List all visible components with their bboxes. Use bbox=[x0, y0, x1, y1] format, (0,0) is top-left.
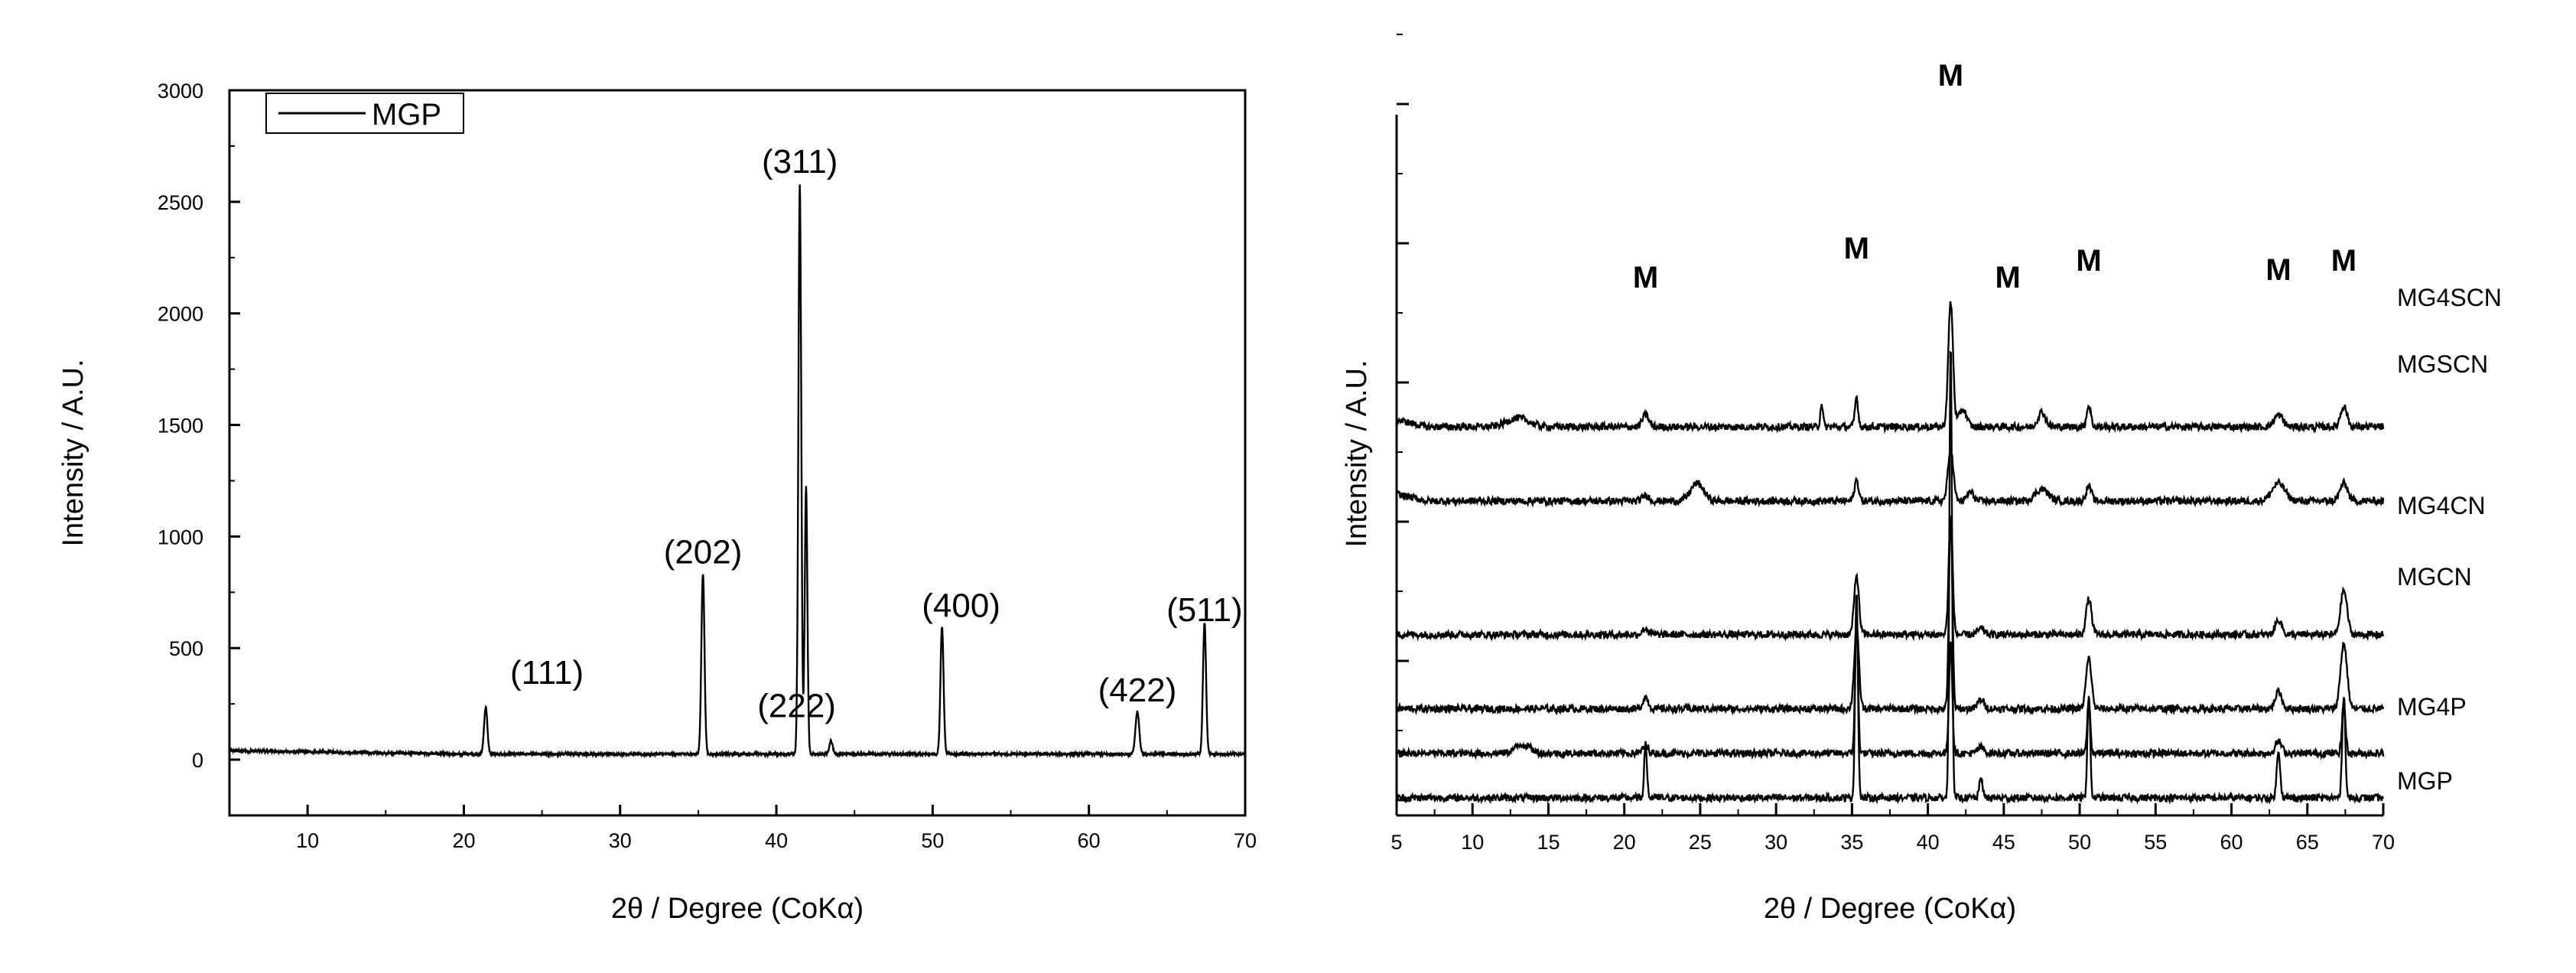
x-tick-label: 70 bbox=[1234, 829, 1257, 852]
right-chart: 5 10 15 20 25 30 35 40 45 50 55 60 65 70 2θ / Degree (… bbox=[1341, 34, 2502, 925]
x-tick-label: 20 bbox=[1613, 831, 1636, 854]
peak-label: (222) bbox=[757, 688, 836, 725]
phase-marker-label: M bbox=[2265, 253, 2291, 287]
x-tick-label: 40 bbox=[1917, 831, 1940, 854]
x-tick-label: 60 bbox=[2220, 831, 2243, 854]
series-line-mgp bbox=[228, 184, 1246, 760]
x-axis-label: 2θ / Degree (CoKα) bbox=[1764, 893, 2016, 925]
y-tick-label: 1500 bbox=[158, 415, 203, 438]
x-tick-label: 30 bbox=[1764, 831, 1787, 854]
x-tick-label: 5 bbox=[1390, 831, 1402, 854]
series-line-mg4cn bbox=[1395, 515, 2385, 642]
x-tick-label: 10 bbox=[296, 829, 319, 852]
series-label: MGP bbox=[2397, 767, 2453, 795]
series-line-mgcn bbox=[1396, 516, 2385, 716]
series-label: MGCN bbox=[2397, 563, 2472, 591]
y-tick-label: 2000 bbox=[158, 303, 203, 326]
x-tick-label: 35 bbox=[1840, 831, 1863, 854]
x-tick-label: 45 bbox=[1992, 831, 2015, 854]
y-axis-label: Intensity / A.U. bbox=[57, 360, 89, 547]
series-label: MGSCN bbox=[2397, 350, 2488, 378]
series-line-mgp bbox=[1395, 350, 2385, 805]
phase-marker-label: M bbox=[2076, 244, 2101, 278]
series-label: MG4P bbox=[2397, 693, 2467, 721]
peak-label: (202) bbox=[664, 533, 743, 571]
phase-marker-label: M bbox=[1633, 261, 1658, 295]
x-tick-label: 40 bbox=[765, 829, 788, 852]
series-line-mgscn bbox=[1395, 452, 2385, 508]
y-tick-label: 3000 bbox=[158, 80, 203, 103]
peak-label: (111) bbox=[510, 654, 584, 692]
y-tick-label: 1000 bbox=[158, 526, 203, 548]
phase-marker-label: M bbox=[1844, 232, 1869, 265]
series-label: MG4SCN bbox=[2397, 284, 2502, 311]
series-line-mg4scn bbox=[1395, 301, 2385, 434]
x-tick-label: 10 bbox=[1461, 831, 1484, 854]
y-tick-label: 2500 bbox=[158, 191, 203, 214]
x-tick-label: 50 bbox=[921, 829, 944, 852]
x-tick-label: 20 bbox=[452, 829, 475, 852]
x-axis-label: 2θ / Degree (CoKα) bbox=[611, 893, 864, 925]
phase-marker-label: M bbox=[1938, 59, 1963, 93]
y-axis-label: Intensity / A.U. bbox=[1341, 360, 1373, 548]
x-tick-label: 70 bbox=[2372, 831, 2395, 854]
x-tick-label: 65 bbox=[2296, 831, 2319, 854]
peak-label: (511) bbox=[1166, 591, 1242, 629]
legend-label: MGP bbox=[372, 98, 441, 132]
left-chart: 10 20 30 40 50 60 70 0 500 1000 1500 2000 2500 3000 2θ… bbox=[57, 80, 1257, 925]
series-label: MG4CN bbox=[2397, 492, 2486, 519]
x-tick-label: 15 bbox=[1537, 831, 1560, 854]
phase-marker-label: M bbox=[1995, 261, 2020, 295]
x-tick-label: 55 bbox=[2144, 831, 2167, 854]
x-tick-label: 25 bbox=[1689, 831, 1712, 854]
series-line-mg4p bbox=[1395, 621, 2385, 760]
plot-frame bbox=[228, 89, 1247, 817]
peak-label: (311) bbox=[762, 143, 838, 181]
x-tick-label: 30 bbox=[609, 829, 632, 852]
x-tick-label: 60 bbox=[1078, 829, 1101, 852]
x-tick-label: 50 bbox=[2068, 831, 2091, 854]
peak-label: (400) bbox=[922, 587, 1000, 624]
peak-label: (422) bbox=[1098, 672, 1177, 709]
phase-marker-label: M bbox=[2331, 244, 2356, 278]
y-tick-label: 0 bbox=[192, 749, 203, 772]
y-tick-label: 500 bbox=[169, 637, 203, 660]
